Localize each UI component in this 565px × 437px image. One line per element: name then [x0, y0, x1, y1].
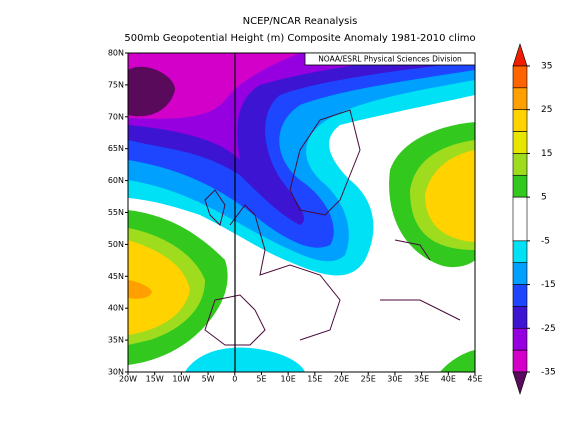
colorbar-swatch [512, 262, 528, 285]
colorbar-swatch [512, 153, 528, 176]
lon-label: 0 [232, 375, 237, 384]
lon-label: 30E [387, 375, 402, 384]
lon-label: 15W [146, 375, 164, 384]
title: NCEP/NCAR Reanalysis [243, 16, 358, 27]
lat-label: 50N [108, 240, 124, 249]
lon-label: 25E [361, 375, 376, 384]
lat-label: 65N [108, 144, 124, 153]
coastline [204, 109, 461, 346]
lat-label: 45N [108, 272, 124, 281]
map-field: NOAA/ESRL Physical Sciences Division [127, 52, 476, 373]
subtitle: 500mb Geopotential Height (m) Composite … [124, 33, 475, 44]
colorbar-swatch [512, 327, 528, 351]
contour-fill [440, 350, 475, 372]
contour-fill [128, 66, 175, 117]
lat-label: 60N [108, 176, 124, 185]
lat-label: 80N [108, 49, 124, 58]
colorbar-label: 15 [541, 149, 552, 159]
lat-label: 55N [108, 208, 124, 217]
colorbar-swatch [512, 65, 528, 89]
lon-label: 20W [119, 375, 137, 384]
colorbar-label: 25 [541, 105, 552, 115]
contour-fill [185, 347, 305, 372]
colorbar-swatch [512, 87, 528, 111]
colorbar-swatch [512, 240, 528, 264]
colorbar-cap [512, 43, 528, 67]
colorbar-label: 5 [541, 193, 547, 203]
contour-fill [128, 280, 152, 299]
contour-fill [128, 53, 300, 119]
lon-label: 5W [202, 375, 215, 384]
credit: NOAA/ESRL Physical Sciences Division [318, 55, 462, 64]
colorbar-swatch [512, 306, 528, 329]
colorbar-label: -15 [541, 280, 556, 290]
colorbar-swatch [512, 349, 528, 373]
lon-label: 40E [441, 375, 456, 384]
colorbar-swatch [512, 131, 528, 154]
colorbar-cap [512, 371, 528, 395]
lon-label: 35E [414, 375, 429, 384]
lat-label: 40N [108, 304, 124, 313]
lat-label: 75N [108, 80, 124, 89]
lon-label: 5E [256, 375, 266, 384]
lat-label: 70N [108, 112, 124, 121]
lon-label: 10W [172, 375, 190, 384]
colorbar-label: -35 [541, 368, 556, 378]
credit-box [304, 52, 476, 66]
colorbar-swatch [512, 284, 528, 307]
contour-fill [128, 240, 190, 335]
lon-label: 20E [334, 375, 349, 384]
colorbar-label: 35 [541, 62, 552, 72]
colorbar-swatch [512, 109, 528, 132]
lon-label: 15E [307, 375, 322, 384]
colorbar-swatch [512, 174, 528, 198]
lon-label: 45E [467, 375, 482, 384]
contour-fill [425, 150, 475, 242]
colorbar-label: -25 [541, 324, 556, 334]
lat-label: 35N [108, 336, 124, 345]
lat-label: 30N [108, 368, 124, 377]
lon-label: 10E [281, 375, 296, 384]
colorbar-label: -5 [541, 236, 550, 246]
colorbar-swatch [512, 196, 528, 242]
